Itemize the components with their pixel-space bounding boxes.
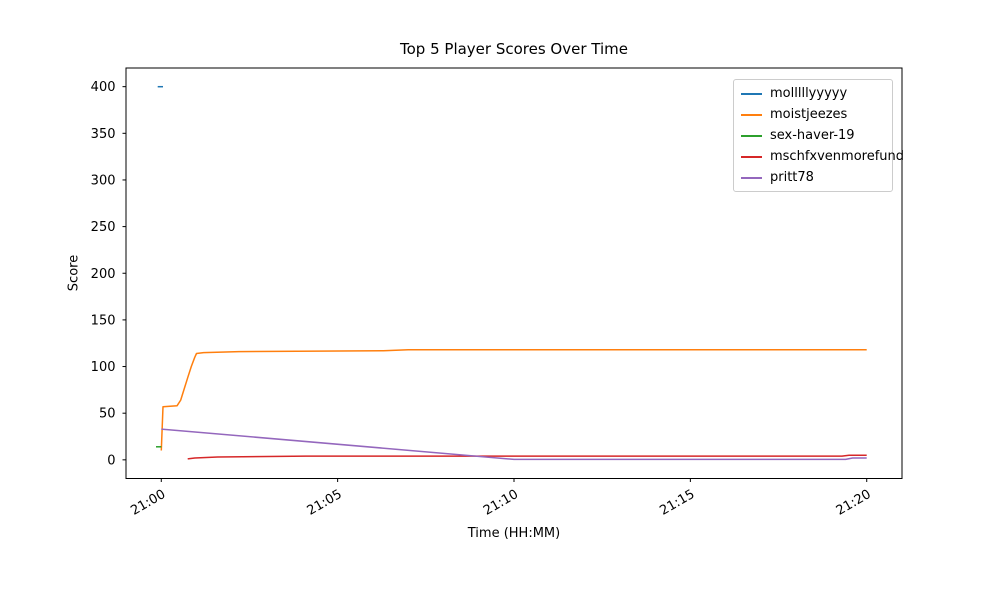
y-tick-label: 100 <box>91 360 116 375</box>
y-tick-label: 400 <box>91 80 116 95</box>
legend-item: molllllyyyyy <box>741 85 886 102</box>
legend-label: mschfxvenmorefund <box>770 149 905 164</box>
legend: molllllyyyyy moistjeezes sex-haver-19 mschf… <box>733 79 904 192</box>
y-tick-label: 150 <box>91 313 116 328</box>
legend-line-sample <box>741 113 762 116</box>
series-line-moistjeezes <box>160 349 867 451</box>
y-axis-label: Score <box>66 254 82 292</box>
y-tick-label: 0 <box>107 453 115 468</box>
series-line-mschfxvenmorefund <box>187 454 867 460</box>
legend-item: sex-haver-19 <box>741 127 886 144</box>
x-tick-label: 21:15 <box>657 487 697 519</box>
chart-title: Top 5 Player Scores Over Time <box>400 40 628 58</box>
legend-label: sex-haver-19 <box>770 128 855 143</box>
y-tick-label: 200 <box>91 267 116 282</box>
legend-item: mschfxvenmorefund <box>741 148 904 165</box>
legend-line-sample <box>741 92 762 95</box>
series-line-pritt78 <box>161 428 867 461</box>
y-tick-label: 50 <box>99 407 116 422</box>
x-tick-label: 21:10 <box>481 487 521 519</box>
legend-item: moistjeezes <box>741 106 886 123</box>
legend-line-sample <box>741 155 762 158</box>
x-axis-label: Time (HH:MM) <box>467 526 561 541</box>
legend-label: pritt78 <box>770 170 814 185</box>
y-tick-label: 300 <box>91 173 116 188</box>
legend-label: molllllyyyyy <box>770 86 848 101</box>
x-tick-label: 21:20 <box>834 487 874 519</box>
y-tick-label: 350 <box>91 127 116 142</box>
x-tick-label: 21:05 <box>305 487 345 519</box>
x-tick-label: 21:00 <box>128 487 168 519</box>
legend-label: moistjeezes <box>770 107 848 122</box>
legend-line-sample <box>741 176 762 179</box>
y-tick-label: 250 <box>91 220 116 235</box>
legend-line-sample <box>741 134 762 137</box>
legend-item: pritt78 <box>741 169 886 186</box>
